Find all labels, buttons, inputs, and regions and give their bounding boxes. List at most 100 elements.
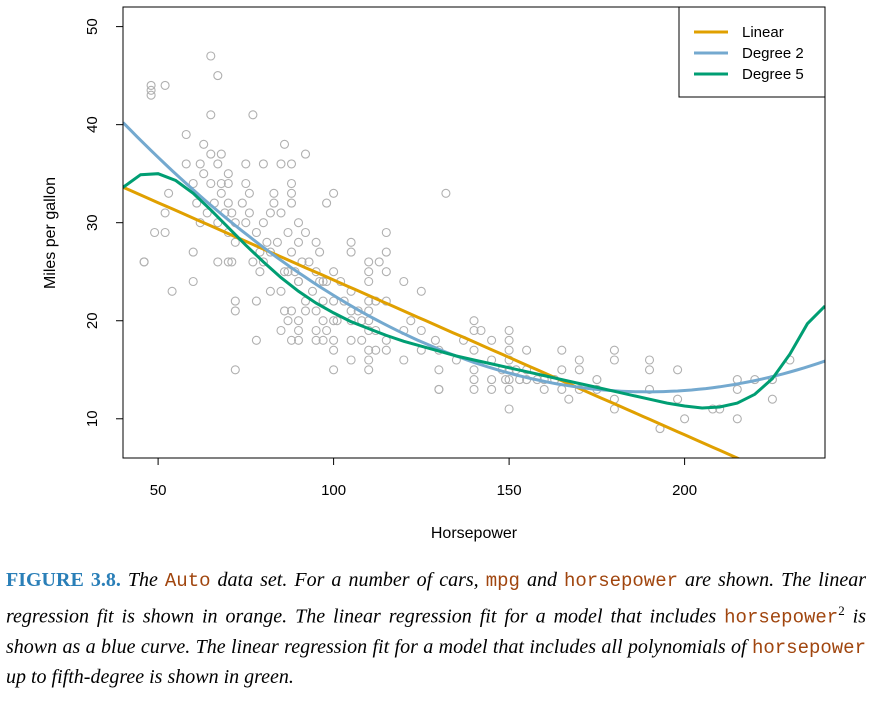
data-point bbox=[199, 139, 209, 149]
data-point bbox=[406, 316, 416, 326]
y-tick-label: 50 bbox=[84, 18, 101, 35]
data-point bbox=[318, 276, 328, 287]
data-point bbox=[329, 335, 339, 345]
data-point bbox=[265, 208, 275, 218]
data-point bbox=[286, 335, 297, 345]
data-point bbox=[346, 335, 356, 345]
legend-label-linear: Linear bbox=[742, 24, 784, 41]
data-point bbox=[381, 345, 391, 355]
data-point bbox=[416, 286, 426, 296]
data-point bbox=[244, 188, 254, 198]
fit-line-linear bbox=[123, 185, 741, 458]
data-point bbox=[293, 276, 304, 287]
data-point bbox=[329, 267, 339, 277]
data-point bbox=[364, 365, 374, 375]
data-point bbox=[223, 178, 233, 189]
data-point bbox=[223, 257, 233, 267]
fit-curve-degree2 bbox=[123, 121, 825, 394]
caption-text: are shown. The linear regression fit is … bbox=[6, 569, 866, 628]
data-point bbox=[501, 375, 511, 385]
data-point bbox=[487, 375, 497, 385]
data-point bbox=[557, 365, 567, 375]
y-tick-label: 40 bbox=[84, 116, 101, 133]
fit-curve-degree5 bbox=[123, 172, 825, 410]
data-point bbox=[441, 188, 451, 198]
data-point bbox=[504, 404, 514, 414]
caption-code-horsepower: horsepower bbox=[751, 636, 866, 659]
data-point bbox=[487, 335, 497, 345]
data-point bbox=[283, 227, 293, 238]
y-axis: 10 20 30 40 50 bbox=[84, 18, 123, 427]
data-point bbox=[181, 129, 191, 140]
caption-text: is shown as a blue curve. The linear reg… bbox=[6, 605, 866, 658]
data-point bbox=[213, 159, 223, 169]
data-point bbox=[304, 257, 314, 267]
data-point bbox=[269, 198, 279, 208]
y-axis-label: Miles per gallon bbox=[42, 177, 59, 289]
data-point bbox=[146, 80, 156, 90]
legend-label-degree2: Degree 2 bbox=[742, 45, 804, 62]
data-point bbox=[364, 267, 374, 277]
data-point bbox=[276, 286, 286, 296]
data-point bbox=[609, 355, 619, 365]
data-point bbox=[160, 227, 170, 238]
data-point bbox=[286, 198, 297, 208]
data-point bbox=[364, 355, 374, 365]
data-point bbox=[195, 159, 205, 169]
data-point bbox=[357, 335, 367, 345]
fit-curves bbox=[123, 121, 825, 458]
x-axis-label: Horsepower bbox=[431, 525, 518, 542]
data-point bbox=[251, 296, 261, 306]
data-point bbox=[487, 384, 497, 394]
data-point bbox=[216, 188, 226, 198]
data-point bbox=[258, 257, 268, 267]
y-tick-label: 30 bbox=[84, 214, 101, 231]
data-point bbox=[673, 394, 683, 404]
data-point bbox=[258, 218, 268, 228]
x-tick-label: 150 bbox=[497, 482, 522, 499]
data-point bbox=[150, 227, 160, 238]
data-point bbox=[574, 365, 584, 375]
caption-code-horsepower: horsepower bbox=[563, 570, 679, 592]
caption-text: data set. For a number of cars, bbox=[210, 569, 486, 591]
data-point bbox=[469, 384, 479, 394]
data-point bbox=[241, 218, 251, 228]
data-point bbox=[160, 208, 170, 218]
data-point bbox=[469, 345, 479, 355]
data-point bbox=[430, 335, 440, 345]
data-point bbox=[339, 296, 349, 306]
data-point bbox=[206, 110, 216, 120]
data-point bbox=[279, 306, 290, 316]
data-point bbox=[644, 365, 655, 375]
data-point bbox=[265, 247, 275, 257]
y-tick-label: 10 bbox=[84, 410, 101, 427]
data-point bbox=[181, 159, 191, 169]
data-point bbox=[346, 355, 356, 365]
data-point bbox=[399, 276, 409, 287]
x-tick-label: 100 bbox=[321, 482, 346, 499]
data-point bbox=[293, 316, 304, 326]
data-point bbox=[364, 276, 374, 287]
data-point bbox=[251, 335, 261, 345]
data-point bbox=[504, 335, 514, 345]
data-point bbox=[188, 178, 198, 189]
data-point bbox=[164, 188, 174, 198]
data-point bbox=[227, 208, 237, 218]
data-point bbox=[504, 375, 514, 385]
data-point bbox=[300, 149, 311, 159]
data-point bbox=[322, 325, 332, 336]
figure-label: FIGURE 3.8. bbox=[6, 569, 121, 591]
data-point bbox=[381, 247, 391, 257]
data-point bbox=[434, 384, 444, 394]
legend: Linear Degree 2 Degree 5 bbox=[678, 6, 826, 98]
y-tick-label: 20 bbox=[84, 312, 101, 329]
data-point bbox=[311, 325, 321, 336]
data-point bbox=[318, 316, 328, 326]
data-point bbox=[206, 178, 216, 189]
data-point bbox=[283, 316, 293, 326]
data-point bbox=[279, 139, 290, 149]
data-point bbox=[504, 325, 514, 336]
data-point bbox=[469, 375, 479, 385]
data-point bbox=[329, 365, 339, 375]
data-point bbox=[293, 237, 304, 247]
